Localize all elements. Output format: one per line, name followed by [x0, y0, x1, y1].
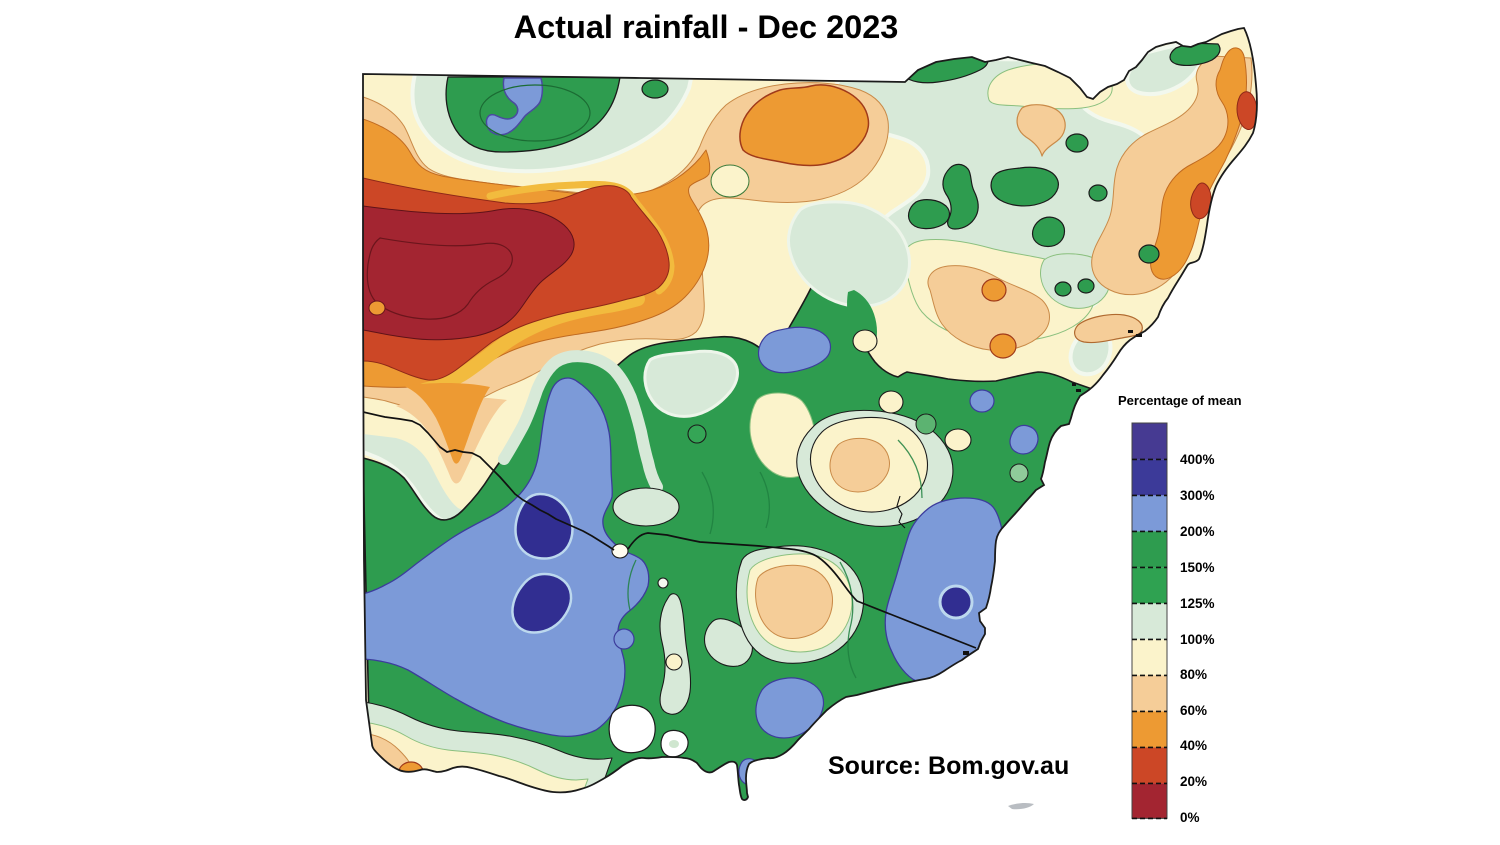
- svg-text:40%: 40%: [1180, 738, 1207, 753]
- svg-text:125%: 125%: [1180, 596, 1215, 611]
- svg-text:400%: 400%: [1180, 452, 1215, 467]
- svg-text:300%: 300%: [1180, 488, 1215, 503]
- svg-text:Percentage of mean: Percentage of mean: [1118, 393, 1242, 408]
- svg-text:150%: 150%: [1180, 560, 1215, 575]
- svg-text:Actual rainfall - Dec 2023: Actual rainfall - Dec 2023: [514, 9, 899, 45]
- svg-text:200%: 200%: [1180, 524, 1215, 539]
- svg-text:100%: 100%: [1180, 632, 1215, 647]
- svg-text:80%: 80%: [1180, 667, 1207, 682]
- svg-text:0%: 0%: [1180, 810, 1200, 825]
- svg-text:60%: 60%: [1180, 703, 1207, 718]
- svg-text:20%: 20%: [1180, 774, 1207, 789]
- svg-text:Source: Bom.gov.au: Source: Bom.gov.au: [828, 752, 1069, 780]
